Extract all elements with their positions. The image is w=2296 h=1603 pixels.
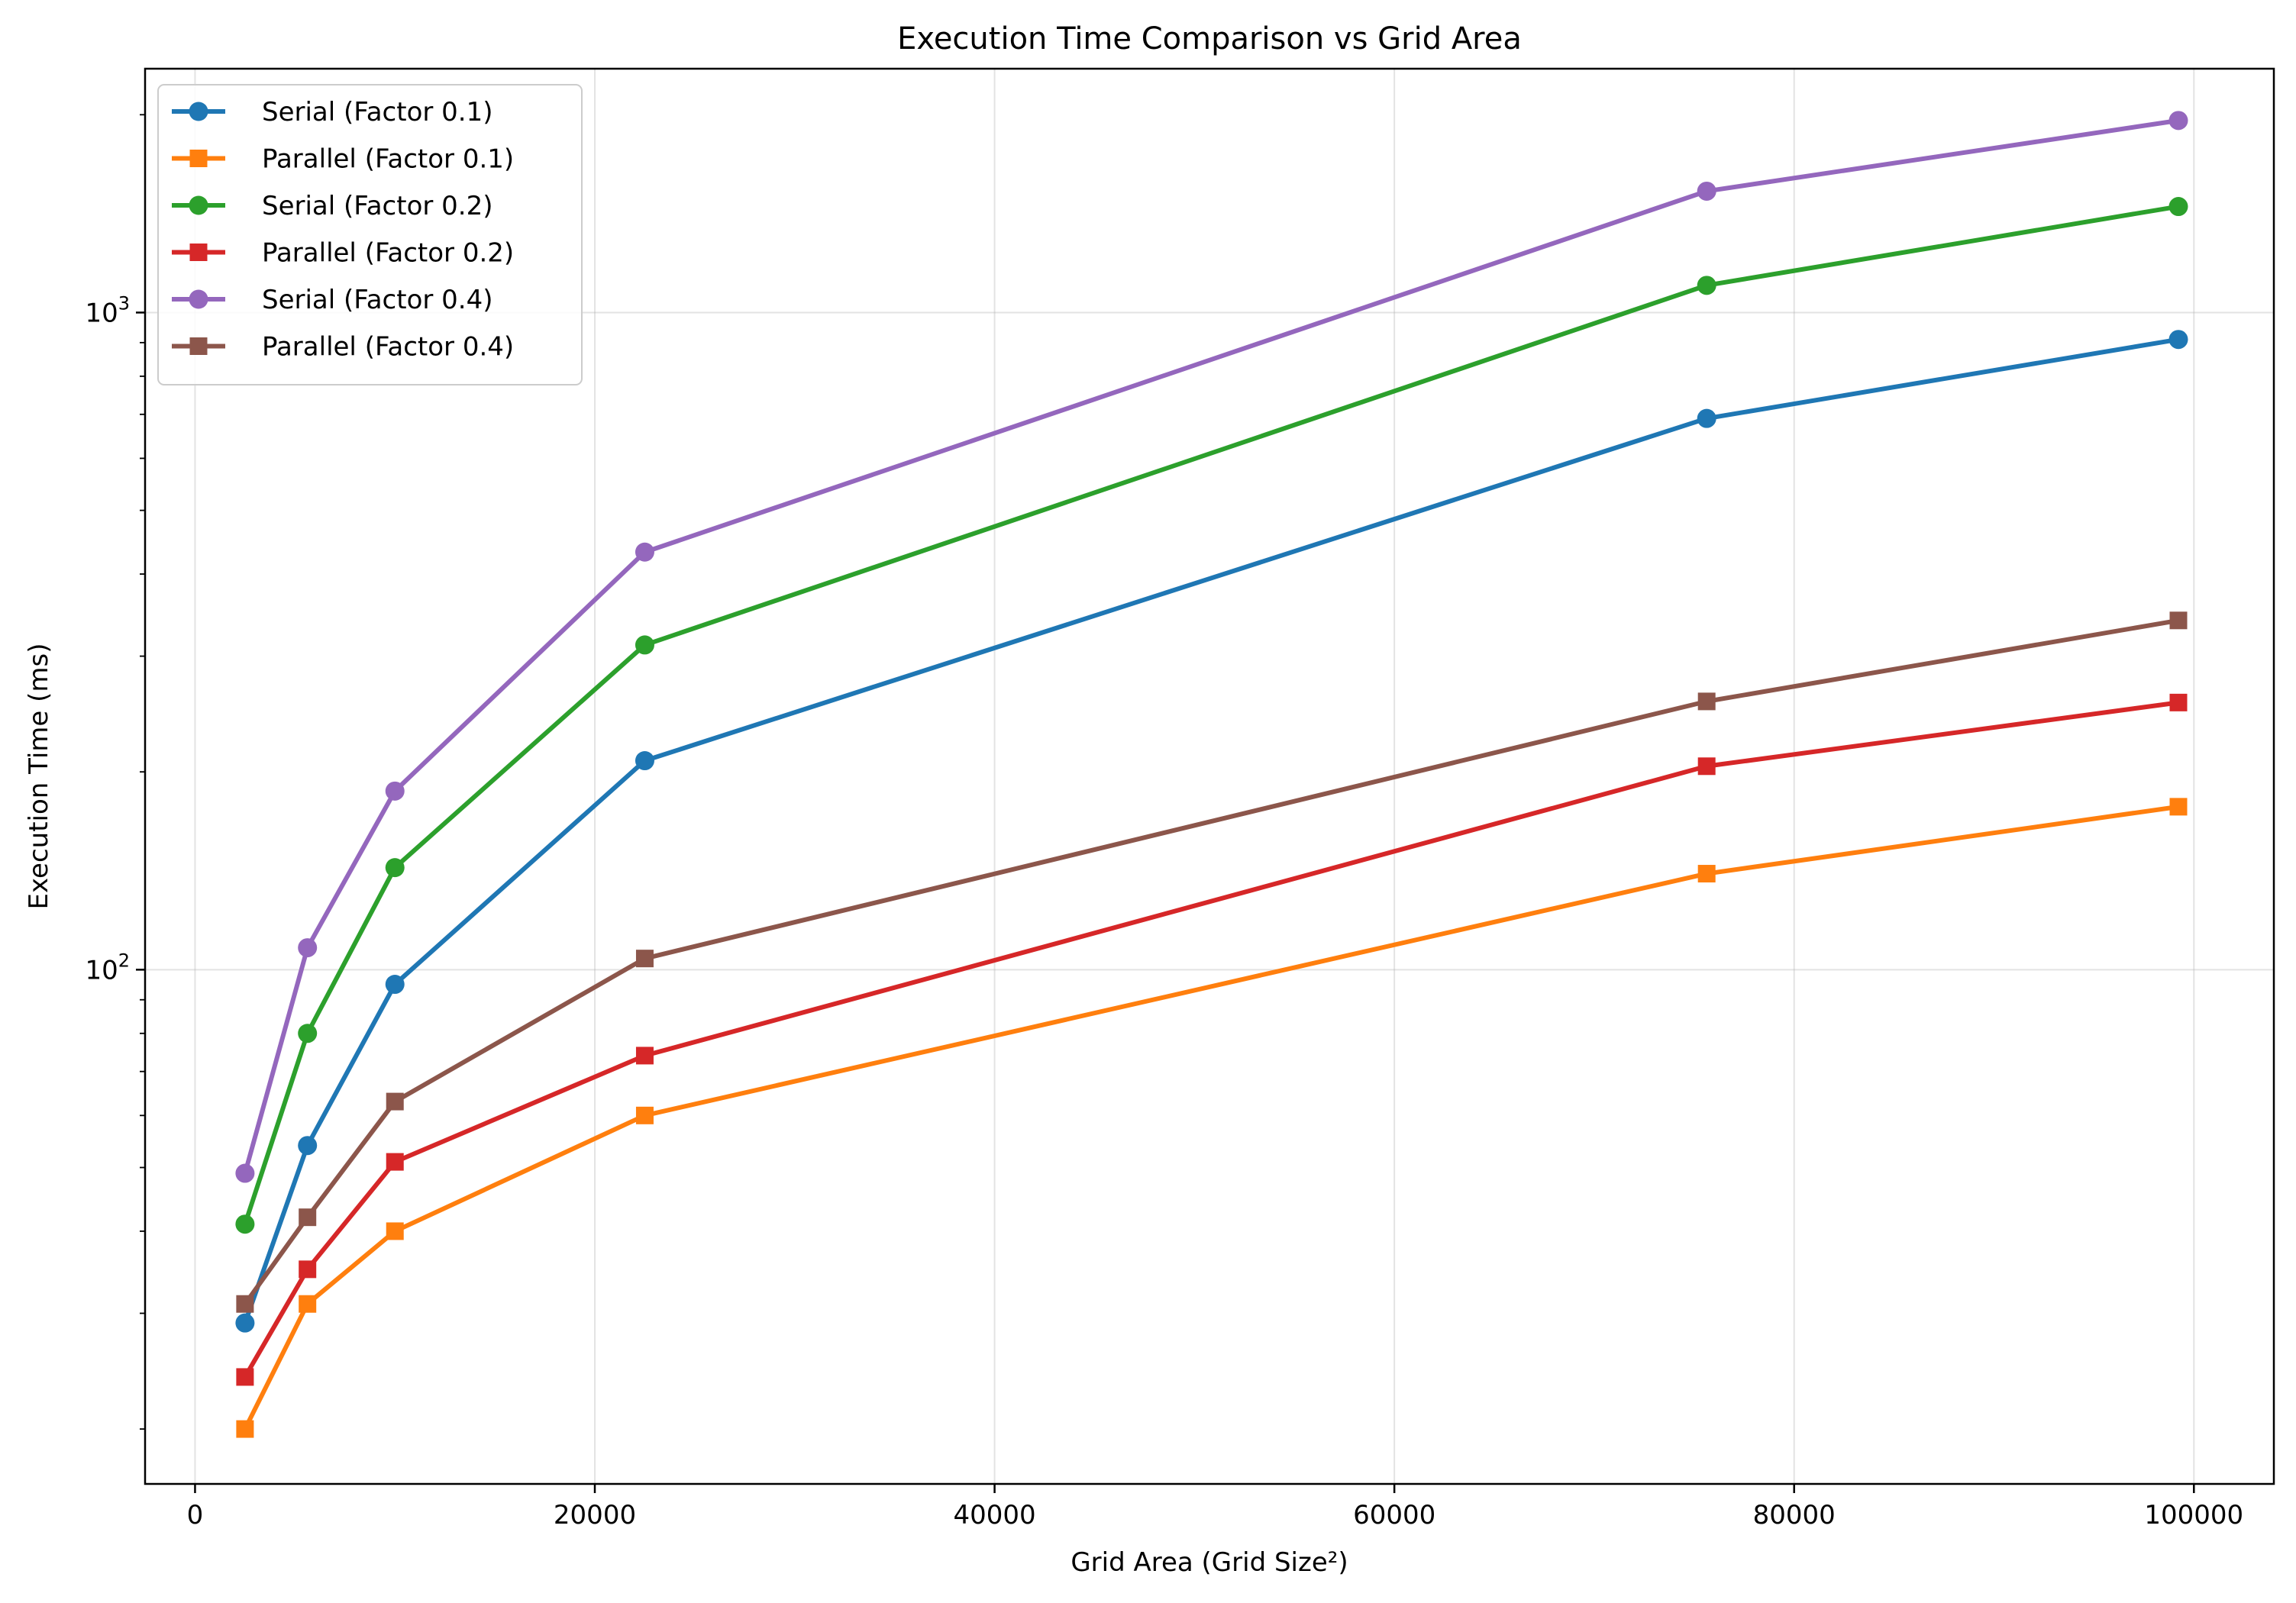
- series-2: [235, 197, 2188, 1234]
- legend-label: Serial (Factor 0.4): [262, 285, 493, 315]
- legend-marker-square: [189, 244, 208, 261]
- legend-item: Parallel (Factor 0.4): [172, 332, 514, 363]
- data-point-square: [2169, 693, 2188, 711]
- data-point-circle: [635, 635, 654, 655]
- x-tick-label: 100000: [2144, 1500, 2243, 1530]
- legend-label: Parallel (Factor 0.4): [262, 332, 514, 363]
- legend-item: Parallel (Factor 0.1): [172, 144, 514, 175]
- data-point-square: [236, 1420, 254, 1438]
- data-point-circle: [385, 858, 405, 878]
- data-point-circle: [1697, 276, 1716, 295]
- y-tick-label: 103: [85, 292, 130, 328]
- data-point-square: [299, 1260, 317, 1279]
- y-axis-label: Execution Time (ms): [24, 643, 54, 909]
- data-point-circle: [235, 1214, 255, 1234]
- series-line: [242, 118, 2181, 1176]
- legend-label: Parallel (Factor 0.1): [262, 144, 514, 175]
- data-point-circle: [635, 751, 654, 771]
- series-line: [242, 804, 2181, 1432]
- series-line: [242, 700, 2181, 1379]
- data-point-circle: [2168, 330, 2188, 350]
- legend-item: Serial (Factor 0.2): [172, 191, 493, 221]
- data-point-square: [386, 1092, 404, 1111]
- x-tick-label: 40000: [953, 1500, 1035, 1530]
- series-0: [235, 330, 2188, 1333]
- legend-marker-circle: [189, 102, 208, 121]
- data-point-square: [635, 1047, 654, 1065]
- legend-item: Serial (Factor 0.4): [172, 285, 493, 315]
- data-point-square: [236, 1295, 254, 1313]
- series-5: [236, 611, 2188, 1313]
- data-point-circle: [635, 542, 654, 562]
- data-point-square: [1697, 757, 1716, 776]
- x-axis-label: Grid Area (Grid Size²): [1070, 1547, 1348, 1578]
- data-point-square: [299, 1295, 317, 1313]
- x-tick-label: 20000: [554, 1500, 636, 1530]
- plot-frame: [144, 67, 2275, 1485]
- legend: Serial (Factor 0.1) Parallel (Factor 0.1)…: [157, 84, 583, 385]
- data-point-circle: [2168, 111, 2188, 131]
- legend-box: [157, 84, 583, 385]
- data-point-square: [2169, 798, 2188, 816]
- legend-item: Parallel (Factor 0.2): [172, 238, 514, 269]
- data-point-square: [1697, 692, 1716, 711]
- series-group: [235, 111, 2188, 1438]
- legend-item: Serial (Factor 0.1): [172, 97, 493, 127]
- series-line: [242, 618, 2181, 1307]
- series-3: [236, 693, 2188, 1386]
- data-point-square: [386, 1153, 404, 1171]
- data-point-circle: [298, 938, 318, 958]
- series-4: [235, 111, 2188, 1183]
- data-point-square: [299, 1208, 317, 1227]
- data-point-square: [1697, 865, 1716, 883]
- x-tick-label: 80000: [1753, 1500, 1836, 1530]
- data-point-square: [635, 950, 654, 968]
- axis-ticks: 0 20000 40000 60000 80000 100000 102 103: [85, 114, 2243, 1530]
- series-line: [242, 337, 2181, 1326]
- data-point-square: [635, 1106, 654, 1124]
- data-point-square: [236, 1368, 254, 1386]
- data-point-circle: [235, 1163, 255, 1183]
- legend-marker-square: [189, 150, 208, 167]
- x-tick-label: 0: [187, 1500, 204, 1530]
- data-point-square: [386, 1222, 404, 1240]
- data-point-circle: [385, 781, 405, 801]
- data-point-square: [2169, 611, 2188, 630]
- y-tick-label: 102: [85, 950, 130, 985]
- legend-marker-circle: [189, 195, 208, 215]
- legend-label: Parallel (Factor 0.2): [262, 238, 514, 269]
- data-point-circle: [2168, 197, 2188, 217]
- data-point-circle: [298, 1024, 318, 1043]
- data-point-circle: [235, 1313, 255, 1333]
- legend-label: Serial (Factor 0.1): [262, 97, 493, 127]
- legend-marker-square: [189, 337, 208, 355]
- data-point-circle: [1697, 181, 1716, 201]
- data-point-circle: [1697, 408, 1716, 428]
- data-point-circle: [385, 975, 405, 995]
- data-point-circle: [298, 1136, 318, 1156]
- legend-label: Serial (Factor 0.2): [262, 191, 493, 221]
- series-1: [236, 798, 2188, 1438]
- legend-marker-circle: [189, 289, 208, 309]
- x-tick-label: 60000: [1353, 1500, 1435, 1530]
- chart-title: Execution Time Comparison vs Grid Area: [897, 21, 1522, 56]
- series-line: [242, 204, 2181, 1227]
